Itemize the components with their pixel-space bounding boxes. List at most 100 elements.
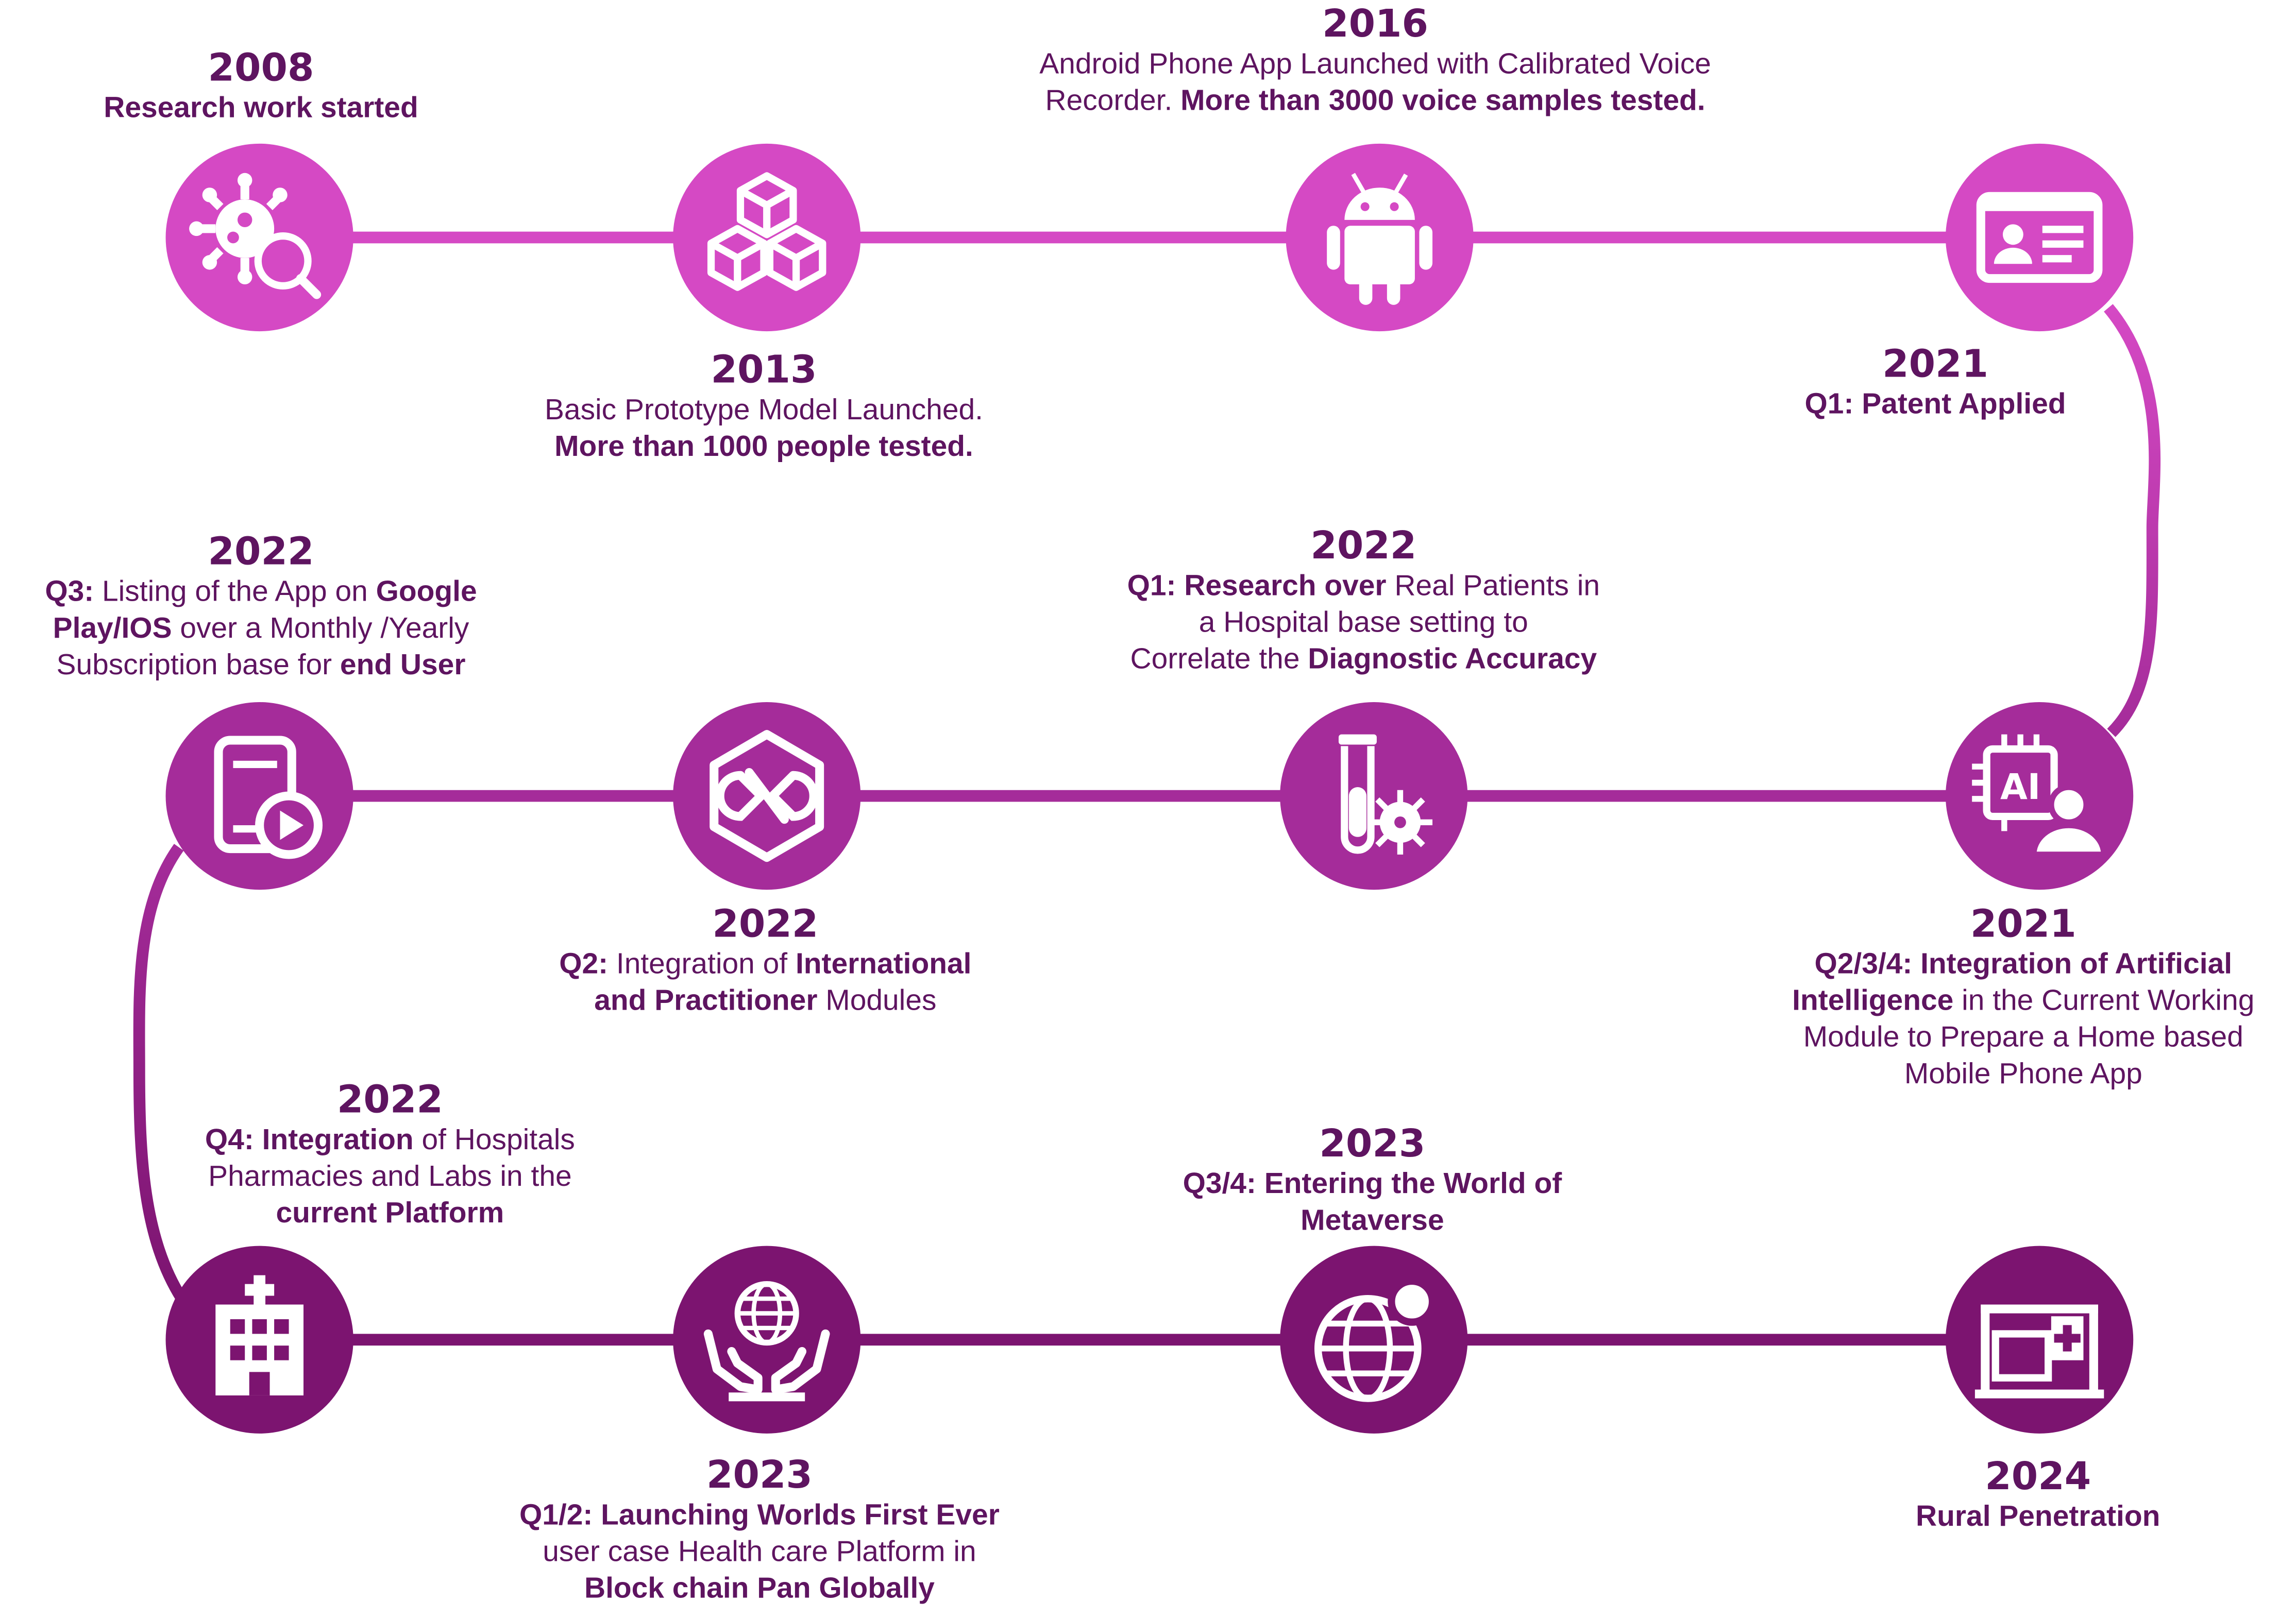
description-bold-text: Q1: Patent Applied <box>1804 388 2066 421</box>
milestone-2008: 2008 Research work started <box>41 47 481 128</box>
node-2023-blockchain <box>673 1246 861 1434</box>
hospital-icon <box>215 1275 304 1395</box>
hands-globe-icon <box>703 1281 830 1402</box>
milestone-description: Q3/4: Entering the World of Metaverse <box>1138 1167 1607 1240</box>
connector-curve-left <box>133 844 187 1302</box>
node-2024 <box>1945 1246 2134 1434</box>
year-label: 2022 <box>712 902 819 947</box>
description-text: Android Phone App Launched with Calibrat… <box>1039 48 1711 81</box>
description-bold-text: More than 1000 people tested. <box>554 431 973 464</box>
description-bold-text: end User <box>340 649 466 682</box>
node-2008 <box>165 143 353 332</box>
description-text: in the Current Working <box>1953 985 2255 1017</box>
description-text: Correlate the <box>1130 643 1308 676</box>
milestone-2023-metaverse: 2023 Q3/4: Entering the World of Metavers… <box>1138 1123 1607 1240</box>
year-label: 2022 <box>208 531 314 575</box>
description-bold-text: More than 3000 voice samples tested. <box>1180 85 1706 117</box>
milestone-2023-blockchain: 2023 Q1/2: Launching Worlds First Ever us… <box>481 1454 1038 1608</box>
description-text: a Hospital base setting to <box>1198 607 1528 639</box>
milestone-2022-q4: 2022 Q4: Integration of Hospitals Pharmac… <box>156 1079 625 1233</box>
blocks-icon <box>707 172 826 291</box>
description-bold-text: Research work started <box>104 92 418 125</box>
description-bold-text: Block chain Pan Globally <box>584 1573 935 1605</box>
description-text: Pharmacies and Labs in the <box>208 1161 572 1194</box>
year-label: 2022 <box>1310 524 1417 569</box>
node-2022-q4 <box>165 1246 353 1434</box>
node-2016 <box>1286 143 1474 332</box>
year-label: 2021 <box>1882 343 1989 387</box>
description-text: Subscription base for <box>56 649 340 682</box>
milestone-description: Q1: Research over Real Patients in a Hosp… <box>1077 569 1649 678</box>
node-2013 <box>673 143 861 332</box>
test-tube-virus-icon <box>1338 734 1433 855</box>
milestone-description: Q2: Integration of International and Prac… <box>496 947 1035 1020</box>
milestone-description: Q4: Integration of Hospitals Pharmacies a… <box>156 1123 625 1233</box>
milestone-description: Q1/2: Launching Worlds First Ever user ca… <box>481 1498 1038 1608</box>
description-bold-text: Rural Penetration <box>1916 1501 2160 1534</box>
milestone-2013: 2013 Basic Prototype Model Launched. More… <box>485 349 1042 466</box>
description-bold-text: Q1: Research over <box>1127 570 1387 603</box>
node-2022-q1 <box>1280 702 1468 890</box>
description-text: of Hospitals <box>413 1124 575 1157</box>
node-2023-metaverse <box>1280 1246 1468 1434</box>
ai-chip-person-icon: AI <box>1972 734 2107 858</box>
year-label: 2021 <box>1970 902 2076 947</box>
globe-metaverse-icon <box>1314 1277 1437 1402</box>
description-bold-text: Intelligence <box>1792 985 1954 1017</box>
description-bold-text: Play/IOS <box>53 612 172 645</box>
year-label: 2023 <box>706 1454 813 1498</box>
year-label: 2024 <box>1985 1455 2091 1500</box>
description-text: user case Health care Platform in <box>543 1536 976 1569</box>
svg-text:AI: AI <box>2000 767 2040 808</box>
milestone-2022-q2: 2022 Q2: Integration of International and… <box>496 903 1035 1020</box>
description-bold-text: Google <box>376 576 477 608</box>
node-2022-q2 <box>673 702 861 890</box>
description-bold-text: Integration <box>262 1124 414 1157</box>
id-card-icon <box>1976 192 2103 283</box>
year-label: 2013 <box>711 349 817 393</box>
milestone-2022-q1: 2022 Q1: Research over Real Patients in a… <box>1077 525 1649 679</box>
description-text: Module to Prepare a Home based <box>1803 1021 2243 1054</box>
milestone-description: Research work started <box>41 91 481 127</box>
description-bold-text: Q2: <box>559 948 609 981</box>
description-text: over a Monthly /Yearly <box>172 612 469 645</box>
description-bold-text: Diagnostic Accuracy <box>1308 643 1597 676</box>
year-label: 2008 <box>208 47 314 91</box>
connector-curve-right <box>2104 304 2161 737</box>
milestone-description: Q3: Listing of the App on Google Play/IOS… <box>3 574 519 684</box>
description-text: Basic Prototype Model Launched. <box>544 394 983 427</box>
description-text: Real Patients in <box>1386 570 1600 603</box>
milestone-2016: 2016 Android Phone App Launched with Cal… <box>965 3 1785 121</box>
milestone-2024: 2024 Rural Penetration <box>1862 1456 2214 1537</box>
year-label: 2022 <box>336 1079 443 1123</box>
node-2021-ai: AI <box>1945 702 2134 890</box>
milestone-description: Rural Penetration <box>1862 1500 2214 1536</box>
node-2021-patent <box>1945 143 2134 332</box>
description-text: Mobile Phone App <box>1904 1058 2142 1091</box>
description-bold-text: Metaverse <box>1301 1205 1444 1237</box>
rural-clinic-icon <box>1974 1304 2104 1399</box>
year-label: 2016 <box>1322 3 1429 47</box>
node-2022-q3 <box>165 702 353 890</box>
description-text: Integration of <box>608 948 796 981</box>
description-bold-text: current Platform <box>276 1197 504 1230</box>
description-bold-text: Q1/2: Launching Worlds First Ever <box>519 1499 1000 1532</box>
description-bold-text: International <box>795 948 972 981</box>
integration-hexagon-icon <box>710 730 824 862</box>
description-text: Recorder. <box>1045 85 1181 117</box>
tablet-play-icon <box>214 736 323 859</box>
milestone-2022-q3: 2022 Q3: Listing of the App on Google Pla… <box>3 531 519 685</box>
milestone-description: Q2/3/4: Integration of Artificial Intelli… <box>1753 947 2293 1094</box>
milestone-description: Q1: Patent Applied <box>1774 387 2097 423</box>
description-text: Listing of the App on <box>94 576 376 608</box>
description-bold-text: Q3/4: Entering the World of <box>1183 1168 1562 1201</box>
milestone-description: Basic Prototype Model Launched. More than… <box>485 393 1042 466</box>
description-text: Modules <box>817 985 937 1017</box>
milestone-description: Android Phone App Launched with Calibrat… <box>965 47 1785 120</box>
milestone-2021-ai: 2021 Q2/3/4: Integration of Artificial In… <box>1753 903 2293 1094</box>
description-bold-text: Q4: <box>205 1124 262 1157</box>
description-bold-text: and Practitioner <box>594 985 818 1017</box>
